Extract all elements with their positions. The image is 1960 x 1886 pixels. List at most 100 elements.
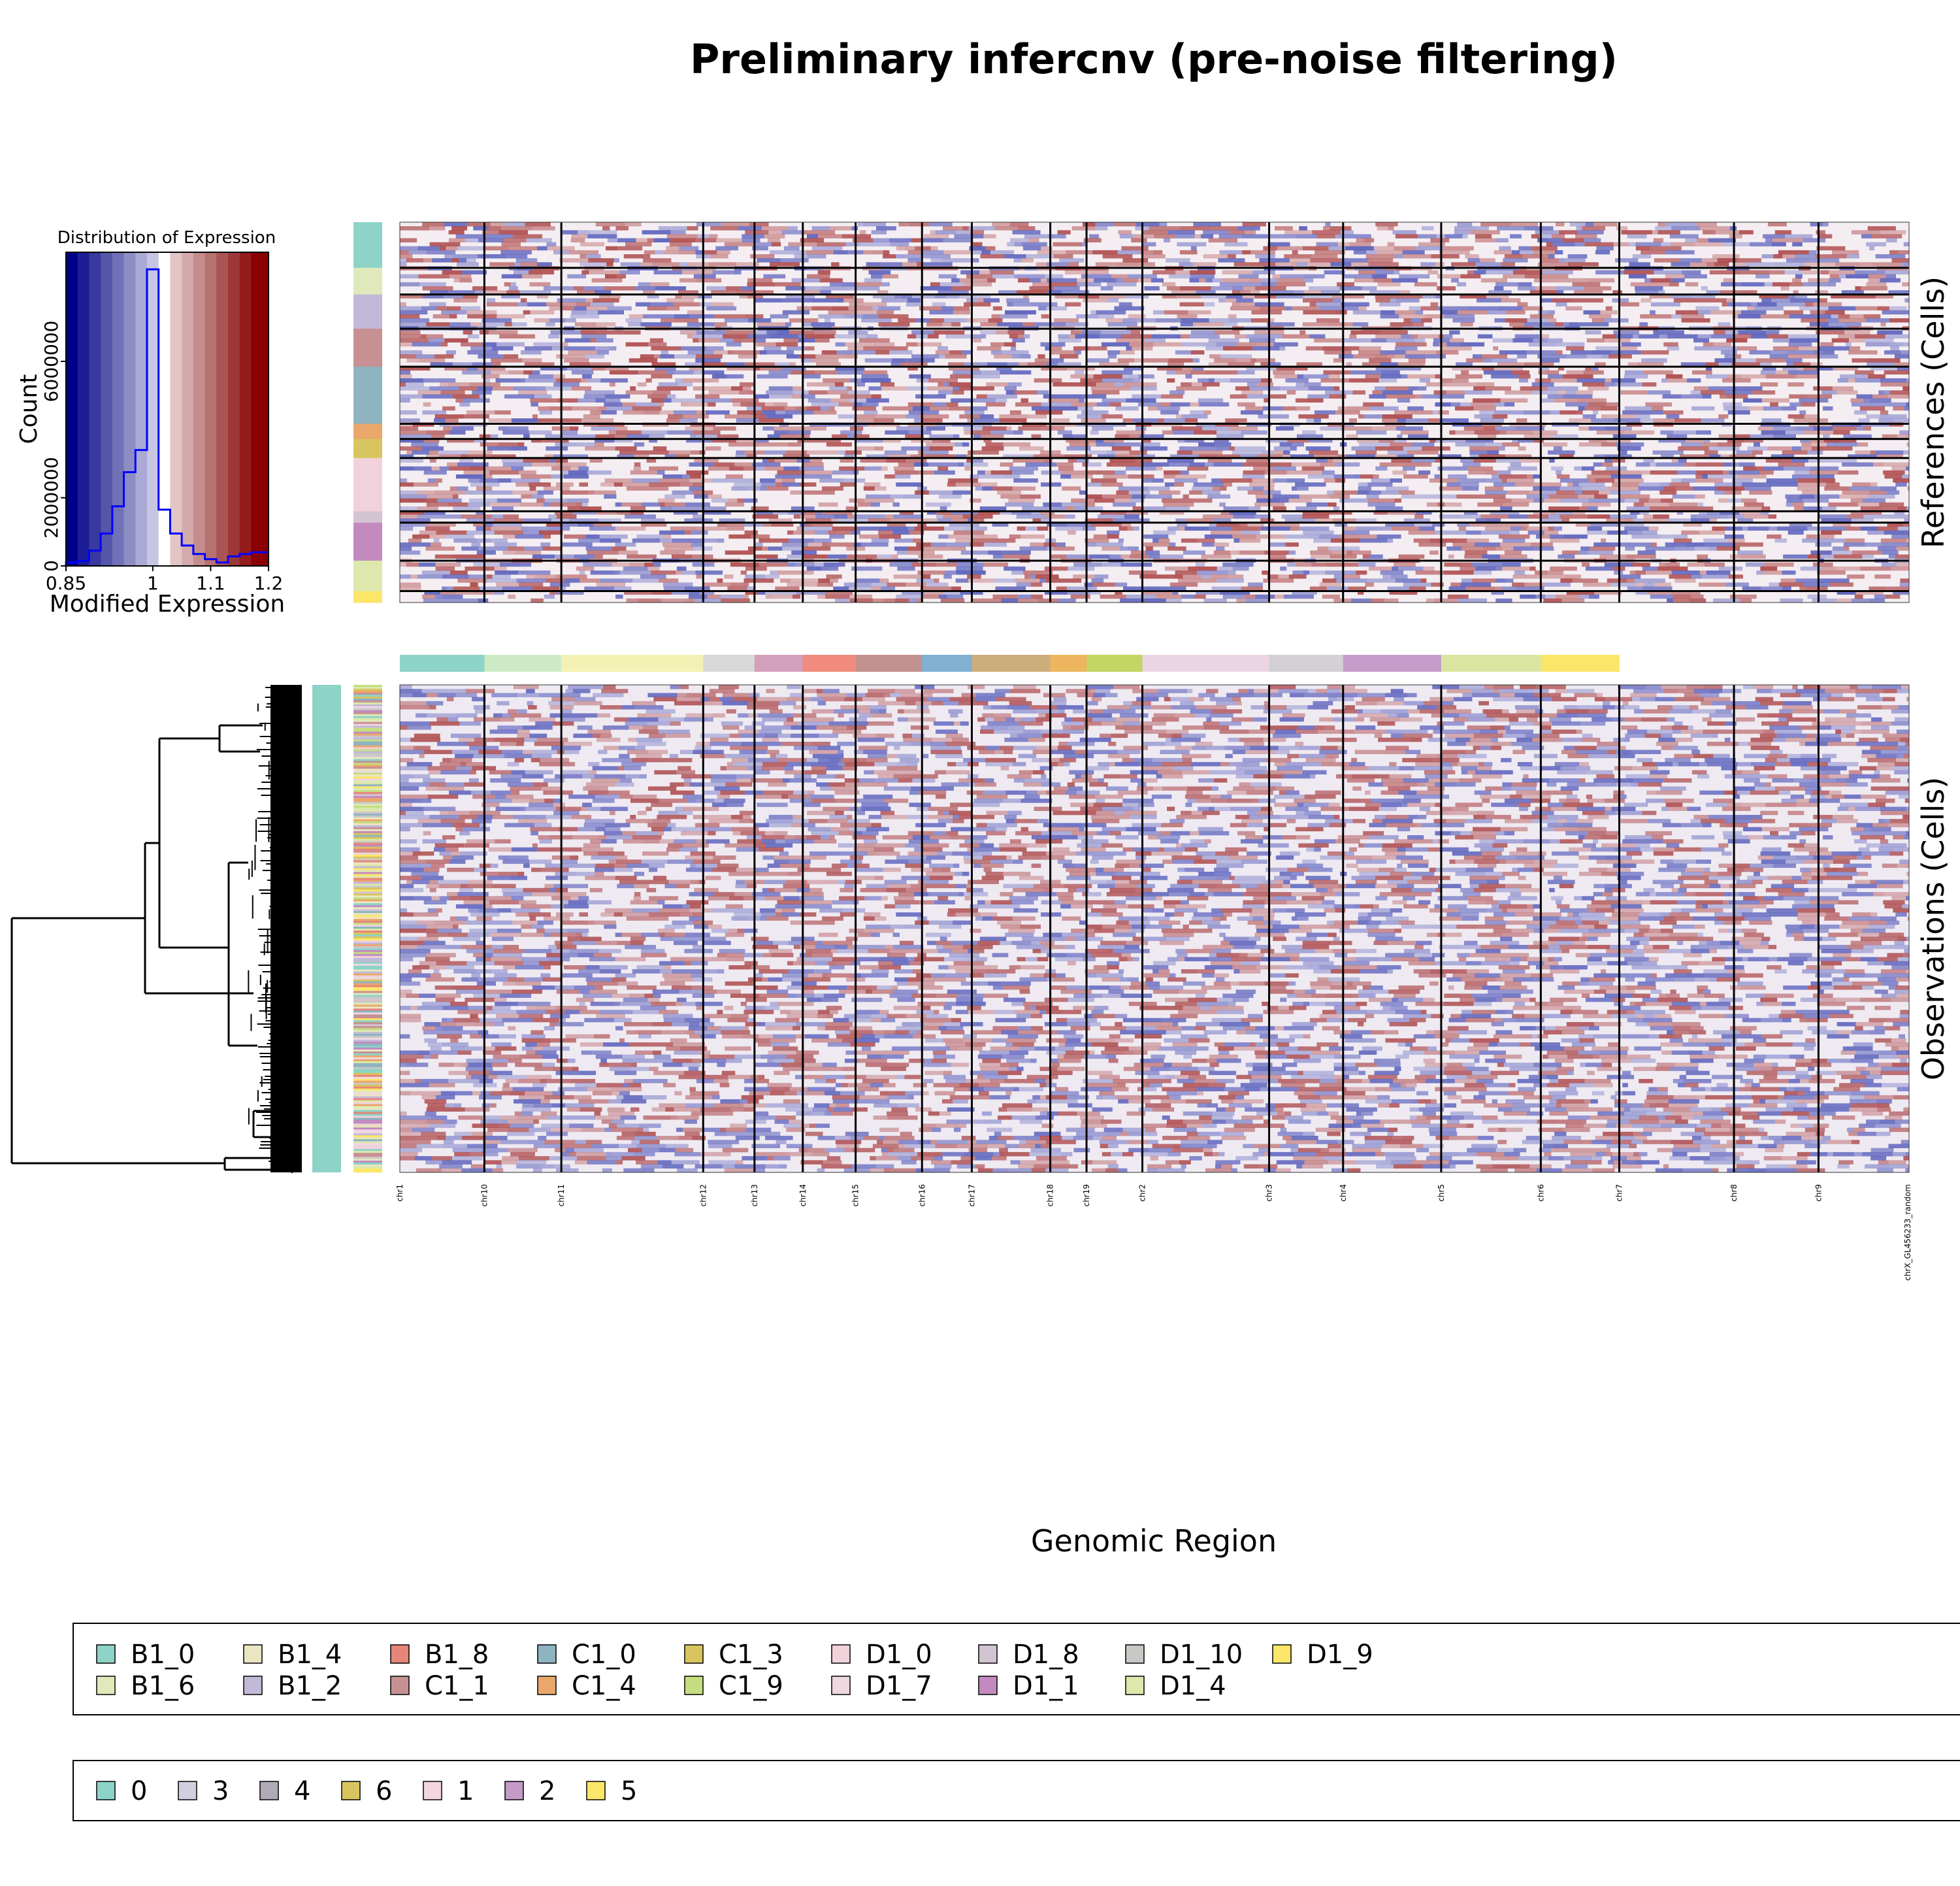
heatmap-cell	[949, 522, 980, 527]
heatmap-cell	[951, 518, 968, 523]
heatmap-cell	[674, 370, 694, 375]
heatmap-cell	[1548, 374, 1563, 379]
heatmap-cell	[811, 522, 833, 527]
heatmap-cell	[1642, 530, 1658, 535]
heatmap-cell	[1708, 446, 1740, 451]
heatmap-cell	[1635, 242, 1661, 247]
heatmap-cell	[1708, 238, 1737, 242]
heatmap-cell	[1576, 378, 1605, 383]
heatmap-cell	[1035, 410, 1063, 415]
heatmap-cell	[440, 590, 456, 595]
heatmap-cell	[1418, 386, 1427, 391]
heatmap-cell	[730, 478, 755, 483]
heatmap-cell	[1470, 230, 1500, 235]
heatmap-cell	[638, 370, 667, 375]
heatmap-cell	[1538, 366, 1550, 371]
heatmap-cell	[1385, 386, 1409, 391]
heatmap-cell	[594, 290, 612, 295]
heatmap-cell	[901, 446, 930, 451]
heatmap-cell	[980, 482, 998, 487]
heatmap-cell	[543, 502, 551, 507]
heatmap-cell	[1230, 394, 1247, 399]
heatmap-cell	[1578, 494, 1595, 499]
heatmap-cell	[871, 586, 881, 591]
heatmap-cell	[1167, 378, 1175, 383]
heatmap-cell	[1064, 454, 1092, 459]
heatmap-cell	[951, 286, 972, 291]
heatmap-cell	[1345, 406, 1369, 411]
heatmap-cell	[1097, 514, 1124, 519]
heatmap-cell	[1720, 510, 1740, 515]
heatmap-cell	[1286, 470, 1315, 475]
heatmap-cell	[498, 442, 518, 447]
heatmap-cell	[1377, 282, 1401, 287]
heatmap-cell	[711, 498, 728, 503]
heatmap-cell	[721, 594, 743, 599]
heatmap-cell	[746, 454, 757, 459]
heatmap-cell	[600, 378, 628, 383]
heatmap-cell	[1554, 286, 1584, 291]
heatmap-cell	[400, 426, 419, 431]
heatmap-cell	[953, 370, 981, 375]
heatmap-cell	[1532, 390, 1559, 395]
heatmap-cell	[687, 350, 714, 355]
heatmap-cell	[445, 418, 459, 423]
heatmap-cell	[983, 298, 1000, 303]
heatmap-cell	[1115, 434, 1130, 439]
heatmap-cell	[527, 302, 547, 306]
chromosome-color-block	[561, 655, 704, 672]
heatmap-cell	[1587, 526, 1603, 531]
heatmap-cell	[596, 350, 609, 355]
heatmap-cell	[682, 378, 712, 383]
heatmap-cell	[681, 402, 689, 407]
heatmap-cell	[536, 262, 552, 267]
heatmap-cell	[1397, 454, 1414, 459]
heatmap-cell	[491, 370, 509, 375]
heatmap-cell	[1190, 410, 1204, 415]
heatmap-cell	[1177, 314, 1198, 319]
heatmap-cell	[1052, 418, 1070, 423]
heatmap-cell	[1828, 502, 1858, 507]
heatmap-cell	[1229, 318, 1251, 323]
heatmap-cell	[1161, 394, 1183, 399]
heatmap-cell	[1699, 510, 1707, 515]
heatmap-cell	[417, 390, 441, 395]
heatmap-cell	[975, 486, 983, 491]
heatmap-cell	[1333, 458, 1344, 463]
heatmap-cell	[1860, 566, 1891, 571]
heatmap-cell	[1624, 526, 1649, 531]
heatmap-cell	[1142, 382, 1157, 387]
heatmap-cell	[1870, 482, 1878, 487]
heatmap-cell	[1582, 582, 1611, 587]
heatmap-cell	[1162, 282, 1176, 287]
heatmap-cell	[596, 582, 602, 587]
heatmap-cell	[1343, 530, 1370, 535]
heatmap-cell	[1398, 490, 1415, 495]
heatmap-cell	[1071, 402, 1097, 407]
heatmap-cell	[430, 362, 453, 367]
heatmap-cell	[716, 538, 725, 543]
heatmap-cell	[1800, 402, 1816, 407]
heatmap-cell	[907, 334, 917, 339]
heatmap-cell	[923, 546, 953, 551]
heatmap-cell	[1749, 350, 1771, 355]
reference-group-block	[353, 222, 382, 269]
heatmap-cell	[1249, 262, 1276, 267]
heatmap-cell	[1889, 306, 1907, 311]
heatmap-cell	[1564, 258, 1586, 263]
heatmap-cell	[1134, 358, 1143, 363]
heatmap-cell	[426, 322, 450, 327]
heatmap-cell	[511, 478, 540, 483]
heatmap-cell	[1010, 346, 1017, 351]
heatmap-cell	[897, 566, 915, 571]
heatmap-cell	[995, 586, 1026, 591]
heatmap-cell	[634, 462, 641, 467]
heatmap-cell	[1205, 278, 1213, 283]
heatmap-cell	[973, 398, 996, 403]
observation-group-stripe	[353, 806, 382, 808]
heatmap-cell	[863, 370, 888, 375]
heatmap-cell	[1585, 366, 1592, 371]
heatmap-cell	[695, 358, 721, 363]
heatmap-cell	[661, 350, 669, 355]
heatmap-cell	[1106, 450, 1116, 455]
